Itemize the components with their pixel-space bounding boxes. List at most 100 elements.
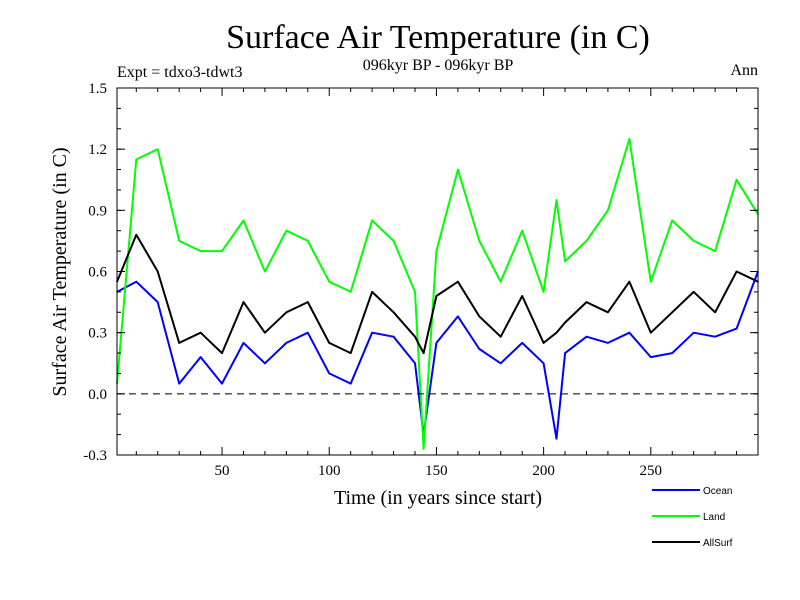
data-point-land <box>221 250 223 252</box>
data-point-ocean <box>414 362 416 365</box>
plot-frame <box>116 87 759 456</box>
data-point-allsurf <box>457 280 459 283</box>
chart-title: Surface Air Temperature (in C) <box>226 19 650 56</box>
legend: Ocean Land AllSurf <box>652 486 733 549</box>
data-point-allsurf <box>392 311 395 314</box>
data-point-land <box>585 240 588 242</box>
data-point-land <box>607 209 609 212</box>
data-point-allsurf <box>628 280 631 283</box>
data-point-ocean <box>371 331 373 334</box>
data-point-allsurf <box>585 301 588 303</box>
data-point-ocean <box>457 315 459 318</box>
data-point-land <box>178 240 180 242</box>
series-line-ocean <box>116 271 759 440</box>
data-point-land <box>264 270 266 273</box>
data-point-allsurf <box>285 311 288 314</box>
y-axis-label: Surface Air Temperature (in C) <box>49 147 71 396</box>
data-point-ocean <box>199 356 202 358</box>
data-point-ocean <box>564 352 566 354</box>
season-note: Ann <box>730 62 758 79</box>
data-point-allsurf <box>221 352 223 354</box>
data-point-land <box>457 168 459 171</box>
data-point-allsurf <box>156 270 159 273</box>
data-point-ocean <box>714 335 716 338</box>
data-point-land <box>414 291 416 293</box>
data-point-allsurf <box>264 331 266 334</box>
x-tick-label: 150 <box>425 463 448 479</box>
x-tick-label: 100 <box>318 463 341 479</box>
data-point-land <box>714 250 716 252</box>
y-tick-label: 0.3 <box>88 326 107 342</box>
legend-label-ocean: Ocean <box>703 486 732 497</box>
data-point-land <box>564 260 566 263</box>
data-point-ocean <box>264 362 266 365</box>
data-point-land <box>692 240 695 242</box>
data-point-ocean <box>285 342 288 344</box>
data-point-ocean <box>542 362 545 365</box>
data-point-allsurf <box>714 311 716 314</box>
data-point-allsurf <box>414 335 416 338</box>
data-point-ocean <box>692 331 695 334</box>
data-point-land <box>156 148 159 150</box>
data-point-allsurf <box>521 295 523 297</box>
data-point-land <box>422 448 425 450</box>
data-point-ocean <box>178 382 180 385</box>
data-point-ocean <box>607 342 609 344</box>
data-point-ocean <box>349 382 352 385</box>
data-point-allsurf <box>371 291 373 293</box>
plot-area: 50 100 150 200 250 -0.3 0.0 0.3 0.6 0.9 1.2 1.5 <box>83 81 759 479</box>
experiment-note: Expt = tdxo3-tdwt3 <box>117 64 242 81</box>
data-point-allsurf <box>564 321 566 324</box>
data-point-ocean <box>135 280 138 283</box>
data-point-allsurf <box>242 301 245 303</box>
data-point-ocean <box>156 301 159 303</box>
data-point-land <box>478 240 481 242</box>
y-tick-label: -0.3 <box>83 448 107 464</box>
y-tick-label: 0.6 <box>88 265 107 281</box>
x-tick-label: 50 <box>215 463 230 479</box>
y-tick-label: 1.2 <box>88 142 107 158</box>
data-point-land <box>499 280 502 283</box>
data-point-ocean <box>435 342 438 344</box>
data-point-land <box>542 291 545 293</box>
data-point-allsurf <box>542 342 545 344</box>
data-point-allsurf <box>328 342 331 344</box>
series-line-land <box>116 138 759 450</box>
data-point-allsurf <box>435 295 438 297</box>
y-tick-label: 0.0 <box>88 387 107 403</box>
data-point-ocean <box>521 342 523 344</box>
chart-subtitle: 096kyr BP - 096kyr BP <box>363 57 514 74</box>
data-point-land <box>135 158 138 161</box>
data-point-land <box>371 219 373 222</box>
data-point-allsurf <box>307 301 309 303</box>
data-point-allsurf <box>349 352 352 354</box>
legend-label-land: Land <box>703 512 725 523</box>
data-point-land <box>555 199 558 201</box>
x-tick-label: 200 <box>532 463 555 479</box>
data-point-allsurf <box>422 352 425 354</box>
data-point-ocean <box>585 335 588 338</box>
data-point-allsurf <box>499 335 502 338</box>
data-point-allsurf <box>735 270 738 273</box>
data-point-ocean <box>650 356 652 358</box>
data-point-land <box>521 229 523 232</box>
y-tick-label: 1.5 <box>88 81 107 97</box>
data-point-ocean <box>221 382 223 385</box>
data-point-ocean <box>555 437 558 440</box>
data-point-allsurf <box>692 291 695 293</box>
data-point-allsurf <box>607 311 609 314</box>
data-point-ocean <box>499 362 502 365</box>
data-point-land <box>242 219 245 222</box>
data-point-land <box>307 240 309 242</box>
data-point-ocean <box>242 342 245 344</box>
y-tick-label: 0.9 <box>88 203 107 219</box>
data-point-land <box>328 280 331 283</box>
legend-label-allsurf: AllSurf <box>703 538 733 549</box>
data-point-land <box>285 229 288 232</box>
data-point-ocean <box>328 372 331 375</box>
x-axis-label: Time (in years since start) <box>334 487 542 509</box>
data-point-allsurf <box>135 234 138 236</box>
data-point-allsurf <box>478 315 481 318</box>
x-tick-label: 250 <box>640 463 663 479</box>
